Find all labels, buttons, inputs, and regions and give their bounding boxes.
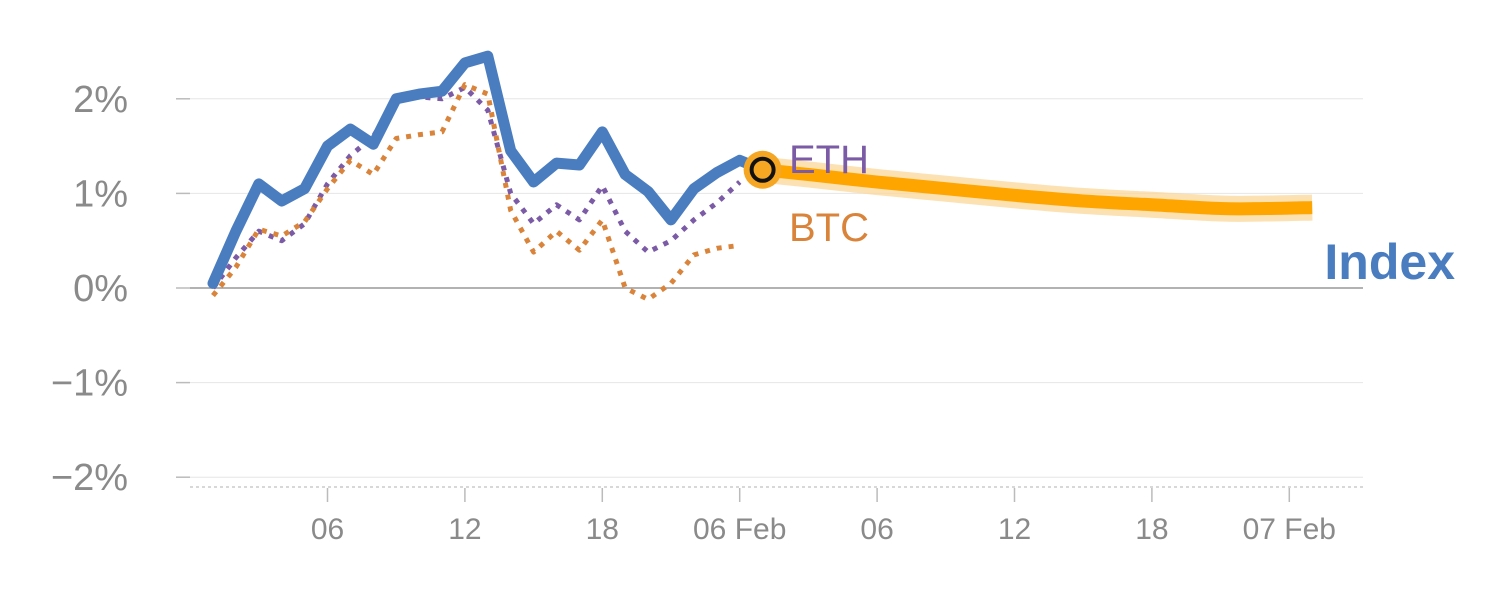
x-tick-label: 07 Feb	[1243, 513, 1336, 546]
forecast-band-line	[761, 163, 1313, 216]
x-tick-label: 06 Feb	[693, 513, 786, 546]
y-tick-label: 2%	[73, 79, 128, 121]
grid-lines	[190, 98, 1363, 478]
y-tick-label: 1%	[73, 173, 128, 215]
y-tick-label: −2%	[51, 457, 128, 499]
index-series-label: Index	[1324, 234, 1455, 290]
x-tick-label: 06	[311, 513, 344, 546]
y-tick-label: 0%	[73, 268, 128, 310]
marker-dot	[749, 156, 776, 183]
x-tick-label: 18	[1135, 513, 1168, 546]
x-tick-label: 18	[586, 513, 619, 546]
x-tick-label: 12	[448, 513, 481, 546]
y-axis-ticks: 2% 1% 0% −1% −2%	[51, 79, 190, 499]
btc-series-line	[211, 82, 741, 302]
x-axis: 06 12 18 06 Feb 06 12 18 07 Feb	[190, 486, 1363, 546]
current-point-marker	[743, 150, 782, 189]
x-tick-label: 12	[998, 513, 1031, 546]
y-tick-label: −1%	[51, 363, 128, 405]
index-series-line	[207, 50, 769, 289]
series-lines	[207, 50, 1313, 302]
btc-series-label: BTC	[789, 206, 869, 250]
x-tick-label: 06	[860, 513, 893, 546]
eth-series-line	[211, 84, 742, 290]
eth-series-label: ETH	[789, 138, 869, 182]
